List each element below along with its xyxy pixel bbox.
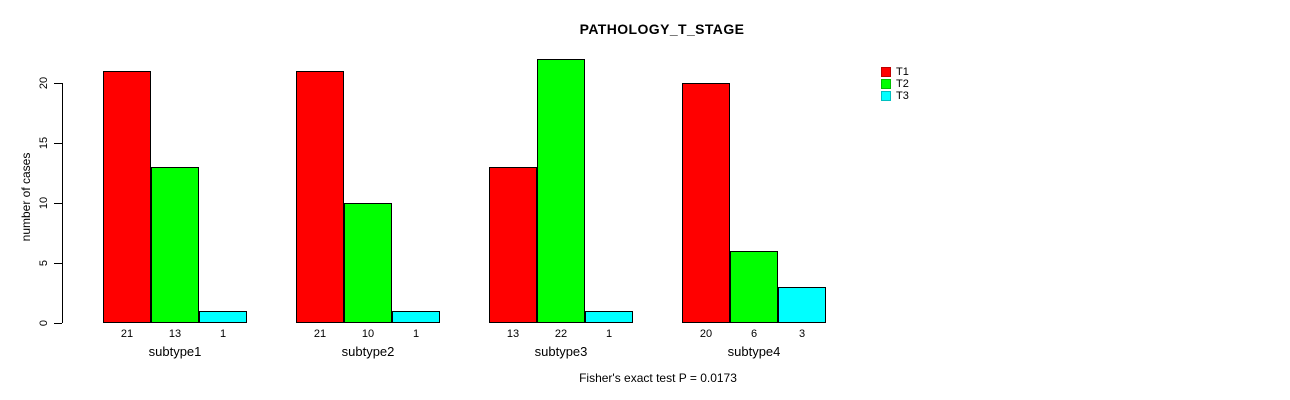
bar-value-label: 13 <box>506 328 520 340</box>
y-axis-tick-label: 20 <box>38 76 50 90</box>
bar-subtype4-T3 <box>778 287 826 323</box>
bar-value-label: 13 <box>168 328 182 340</box>
bar-subtype3-T1 <box>489 167 537 323</box>
bar-value-label: 3 <box>798 328 806 340</box>
y-axis-label: number of cases <box>19 152 33 242</box>
bar-value-label: 1 <box>605 328 613 340</box>
bar-value-label: 10 <box>361 328 375 340</box>
bar-subtype1-T2 <box>151 167 199 323</box>
bar-value-label: 1 <box>412 328 420 340</box>
y-axis-tick-label: 5 <box>38 259 50 267</box>
y-axis-tick <box>54 143 62 144</box>
y-axis-tick <box>54 203 62 204</box>
y-axis-tick-label: 10 <box>38 196 50 210</box>
bar-value-label: 21 <box>120 328 134 340</box>
y-axis-line <box>62 83 63 323</box>
bar-subtype4-T2 <box>730 251 778 323</box>
bar-subtype3-T2 <box>537 59 585 323</box>
bar-subtype3-T3 <box>585 311 633 323</box>
bar-subtype1-T1 <box>103 71 151 323</box>
category-label-subtype3: subtype3 <box>534 344 588 359</box>
legend-swatch-T2 <box>881 79 891 89</box>
bar-value-label: 22 <box>554 328 568 340</box>
bar-subtype1-T3 <box>199 311 247 323</box>
y-axis-tick-label: 15 <box>38 136 50 150</box>
bar-value-label: 20 <box>699 328 713 340</box>
bar-subtype2-T3 <box>392 311 440 323</box>
category-label-subtype2: subtype2 <box>341 344 395 359</box>
category-label-subtype4: subtype4 <box>727 344 781 359</box>
y-axis-tick <box>54 263 62 264</box>
bar-subtype4-T1 <box>682 83 730 323</box>
y-axis-tick <box>54 83 62 84</box>
category-label-subtype1: subtype1 <box>148 344 202 359</box>
bar-subtype2-T2 <box>344 203 392 323</box>
bar-subtype2-T1 <box>296 71 344 323</box>
bar-value-label: 6 <box>750 328 758 340</box>
bar-value-label: 1 <box>219 328 227 340</box>
bar-value-label: 21 <box>313 328 327 340</box>
y-axis-tick-label: 0 <box>38 319 50 327</box>
y-axis-tick <box>54 323 62 324</box>
legend-label-T1: T1 <box>896 66 909 78</box>
legend-label-T2: T2 <box>896 78 909 90</box>
legend-swatch-T1 <box>881 67 891 77</box>
legend-swatch-T3 <box>881 91 891 101</box>
legend-label-T3: T3 <box>896 90 909 102</box>
chart-title: PATHOLOGY_T_STAGE <box>579 21 745 37</box>
annotation-text: Fisher's exact test P = 0.0173 <box>579 371 737 385</box>
